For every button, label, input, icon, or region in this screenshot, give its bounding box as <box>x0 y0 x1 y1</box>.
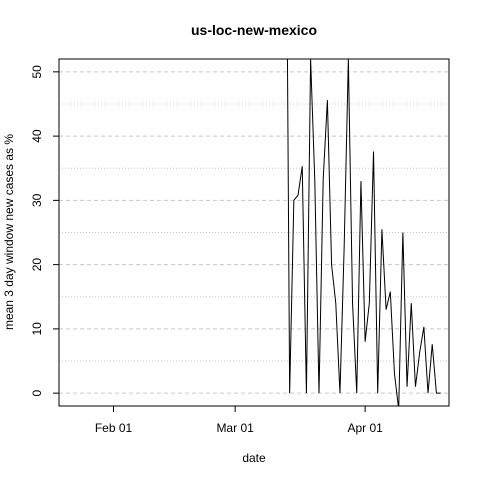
axes: 0 10 20 30 40 50 Feb 01 Mar 01 Apr 01 <box>30 65 383 435</box>
x-tick-label: Apr 01 <box>347 421 383 435</box>
y-tick-label: 30 <box>30 193 44 207</box>
x-tick-label: Feb 01 <box>95 421 133 435</box>
plot-frame <box>58 58 450 407</box>
x-axis-label: date <box>242 451 266 465</box>
y-tick-label: 0 <box>30 389 44 396</box>
plot-area <box>286 59 441 406</box>
chart-title: us-loc-new-mexico <box>191 22 317 38</box>
y-axis-label: mean 3 day window new cases as % <box>2 134 16 330</box>
y-tick-label: 40 <box>30 129 44 143</box>
y-tick-label: 50 <box>30 65 44 79</box>
x-tick-label: Mar 01 <box>216 421 254 435</box>
y-tick-label: 10 <box>30 322 44 336</box>
grid-lines <box>59 71 449 394</box>
y-tick-label: 20 <box>30 258 44 272</box>
series-line <box>286 59 441 406</box>
